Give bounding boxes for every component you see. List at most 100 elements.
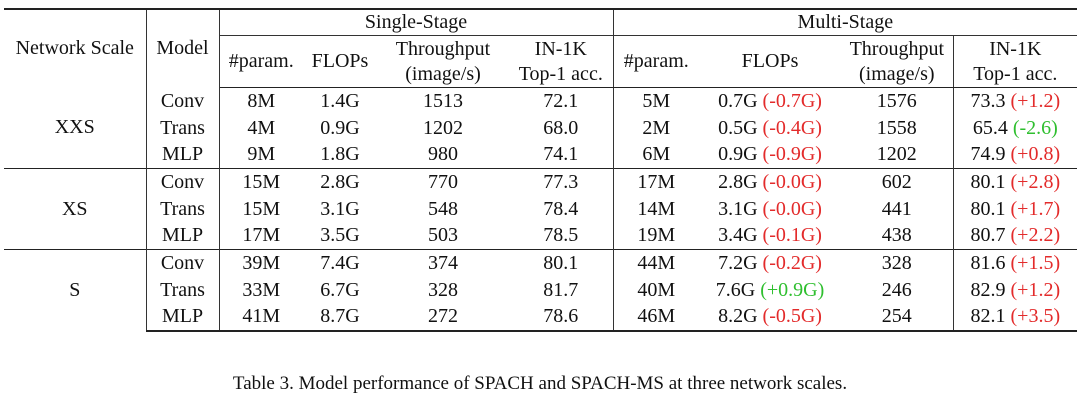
- single-flops-cell: 8.7G: [303, 303, 377, 332]
- single-flops-cell: 1.8G: [320, 143, 360, 166]
- single-flops-cell: 2.8G: [303, 168, 377, 196]
- multi-flops-cell-delta: (-0.5G): [762, 305, 822, 327]
- multi-param-cell: 19M: [637, 224, 676, 247]
- header-multi-acc: IN-1K Top-1 acc.: [953, 35, 1078, 88]
- multi-acc-cell: 73.3 (+1.2): [953, 88, 1077, 115]
- multi-flops-cell-value: 3.1G: [718, 197, 758, 220]
- single-flops-cell: 0.9G: [320, 116, 360, 139]
- header-network-scale: Network Scale: [4, 8, 147, 88]
- multi-acc-cell: 82.1 (+3.5): [953, 303, 1078, 332]
- header-multi-param: #param.: [613, 35, 700, 88]
- multi-acc-cell: 80.7 (+2.2): [953, 223, 1077, 250]
- header-acc-line1: IN-1K: [989, 37, 1042, 60]
- multi-param-cell: 40M: [637, 278, 676, 301]
- multi-throughput-cell: 441: [841, 195, 954, 223]
- multi-acc-cell: 81.6 (+1.5): [953, 249, 1078, 277]
- single-acc-cell: 72.1: [509, 87, 614, 115]
- multi-flops-cell-delta: (-0.0G): [762, 197, 822, 220]
- model-cell: Conv: [146, 87, 220, 115]
- results-table-container: Network Scale Model Single-Stage Multi-S…: [4, 8, 1078, 332]
- table-row: MLP 9M 1.8G 980 74.1 6M 0.9G (-0.9G) 1202 74.9 (…: [4, 141, 1077, 169]
- single-throughput-cell: 770: [377, 168, 509, 196]
- header-throughput-line1: Throughput: [849, 37, 944, 60]
- group-multi-stage: Multi-Stage: [613, 8, 1078, 36]
- multi-flops-cell-value: 0.7G: [718, 89, 758, 112]
- model-cell: Trans: [146, 195, 220, 223]
- header-multi-throughput: Throughput (image/s): [841, 35, 954, 88]
- multi-flops-cell-delta: (-0.4G): [762, 116, 822, 139]
- header-model: Model: [146, 8, 220, 88]
- single-throughput-cell: 1513: [423, 89, 463, 112]
- multi-flops-cell: 0.9G (-0.9G): [699, 142, 841, 169]
- multi-throughput-cell: 602: [841, 168, 954, 196]
- multi-flops-cell-delta: (-0.7G): [762, 89, 822, 112]
- single-throughput-cell: 272: [377, 303, 509, 332]
- header-throughput-line2: (image/s): [405, 62, 481, 85]
- multi-flops-cell-delta: (-0.1G): [762, 224, 822, 247]
- multi-flops-cell: 7.6G (+0.9G): [699, 277, 841, 304]
- multi-param-cell: 14M: [637, 197, 676, 220]
- multi-acc-cell: 65.4 (-2.6): [953, 115, 1077, 142]
- single-throughput-cell: 374: [377, 249, 509, 277]
- group-single-stage: Single-Stage: [219, 8, 614, 36]
- multi-throughput-cell: 438: [841, 222, 954, 250]
- multi-acc-cell-value: 82.1: [970, 305, 1006, 327]
- table-caption: Table 3. Model performance of SPACH and …: [232, 373, 848, 394]
- multi-acc-cell: 74.9 (+0.8): [953, 142, 1077, 169]
- model-cell: MLP: [146, 303, 220, 332]
- multi-acc-cell: 80.1 (+2.8): [953, 168, 1078, 196]
- single-throughput-cell: 328: [428, 278, 458, 301]
- table-row: XS Conv 15M 2.8G 770 77.3 17M 2.8G (-0.0G) 602 80…: [4, 168, 1078, 250]
- multi-param-cell: 46M: [613, 303, 700, 332]
- single-throughput-cell: 503: [428, 224, 458, 247]
- multi-flops-cell: 8.2G (-0.5G): [699, 303, 842, 332]
- single-acc-cell: 80.1: [509, 249, 614, 277]
- single-flops-cell: 3.5G: [320, 224, 360, 247]
- multi-flops-cell-delta: (-0.2G): [762, 251, 822, 274]
- multi-param-cell: 6M: [642, 143, 671, 166]
- single-flops-cell: 1.4G: [320, 89, 360, 112]
- table-row: Trans 4M 0.9G 1202 68.0 2M 0.5G (-0.4G) 1558 65.…: [4, 114, 1077, 142]
- multi-flops-cell-value: 7.2G: [718, 251, 758, 274]
- table-row: Trans 33M 6.7G 328 81.7 40M 7.6G (+0.9G) 246 82.…: [4, 276, 1077, 304]
- multi-acc-cell-delta: (+1.2): [1010, 89, 1061, 112]
- multi-flops-cell-value: 3.4G: [718, 224, 758, 247]
- multi-acc-cell-delta: (+1.7): [1010, 197, 1061, 220]
- multi-acc-cell: 80.1 (+1.7): [953, 196, 1077, 223]
- multi-acc-cell-delta: (+1.5): [1010, 251, 1061, 274]
- single-acc-cell: 74.1: [509, 141, 614, 169]
- single-acc-cell: 68.0: [509, 114, 614, 142]
- single-flops-cell: 3.1G: [320, 197, 360, 220]
- multi-acc-cell-delta: (+1.2): [1010, 278, 1061, 301]
- multi-flops-cell: 3.1G (-0.0G): [699, 196, 841, 223]
- multi-throughput-cell: 246: [841, 276, 954, 304]
- multi-acc-cell-value: 73.3: [970, 89, 1006, 112]
- multi-flops-cell: 0.5G (-0.4G): [699, 115, 841, 142]
- multi-acc-cell-delta: (+0.8): [1010, 143, 1061, 166]
- multi-acc-cell-delta: (+2.2): [1010, 224, 1061, 247]
- multi-param-cell: 17M: [613, 168, 700, 196]
- multi-acc-cell-value: 65.4: [972, 116, 1008, 139]
- header-throughput-line1: Throughput: [395, 37, 491, 60]
- single-acc-cell: 78.6: [509, 303, 614, 332]
- header-single-param: #param.: [219, 35, 303, 88]
- multi-flops-cell: 0.7G (-0.7G): [699, 88, 841, 115]
- multi-acc-cell-value: 82.9: [970, 278, 1006, 301]
- multi-flops-cell-value: 7.6G: [715, 278, 756, 301]
- single-acc-cell: 81.7: [509, 276, 614, 304]
- multi-acc-cell-value: 80.7: [970, 224, 1006, 247]
- multi-flops-cell-delta: (-0.0G): [762, 170, 822, 193]
- multi-throughput-cell: 1202: [841, 141, 954, 169]
- single-param-cell: 4M: [247, 116, 276, 139]
- multi-param-cell: 5M: [642, 89, 671, 112]
- model-cell: Conv: [146, 168, 220, 196]
- multi-acc-cell-value: 81.6: [970, 251, 1006, 274]
- table-row: MLP 17M 3.5G 503 78.5 19M 3.4G (-0.1G) 438 80.7 …: [4, 222, 1077, 250]
- multi-flops-cell: 3.4G (-0.1G): [699, 223, 841, 250]
- multi-acc-cell-delta: (+2.8): [1010, 170, 1061, 193]
- multi-throughput-cell: 1558: [841, 114, 954, 142]
- header-multi-flops: FLOPs: [699, 35, 842, 88]
- header-single-flops: FLOPs: [303, 35, 377, 88]
- model-cell: Trans: [146, 276, 220, 304]
- table-row: MLP 41M 8.7G 272 78.6 46M 8.2G (-0.5G) 254 82.1 …: [4, 303, 1078, 332]
